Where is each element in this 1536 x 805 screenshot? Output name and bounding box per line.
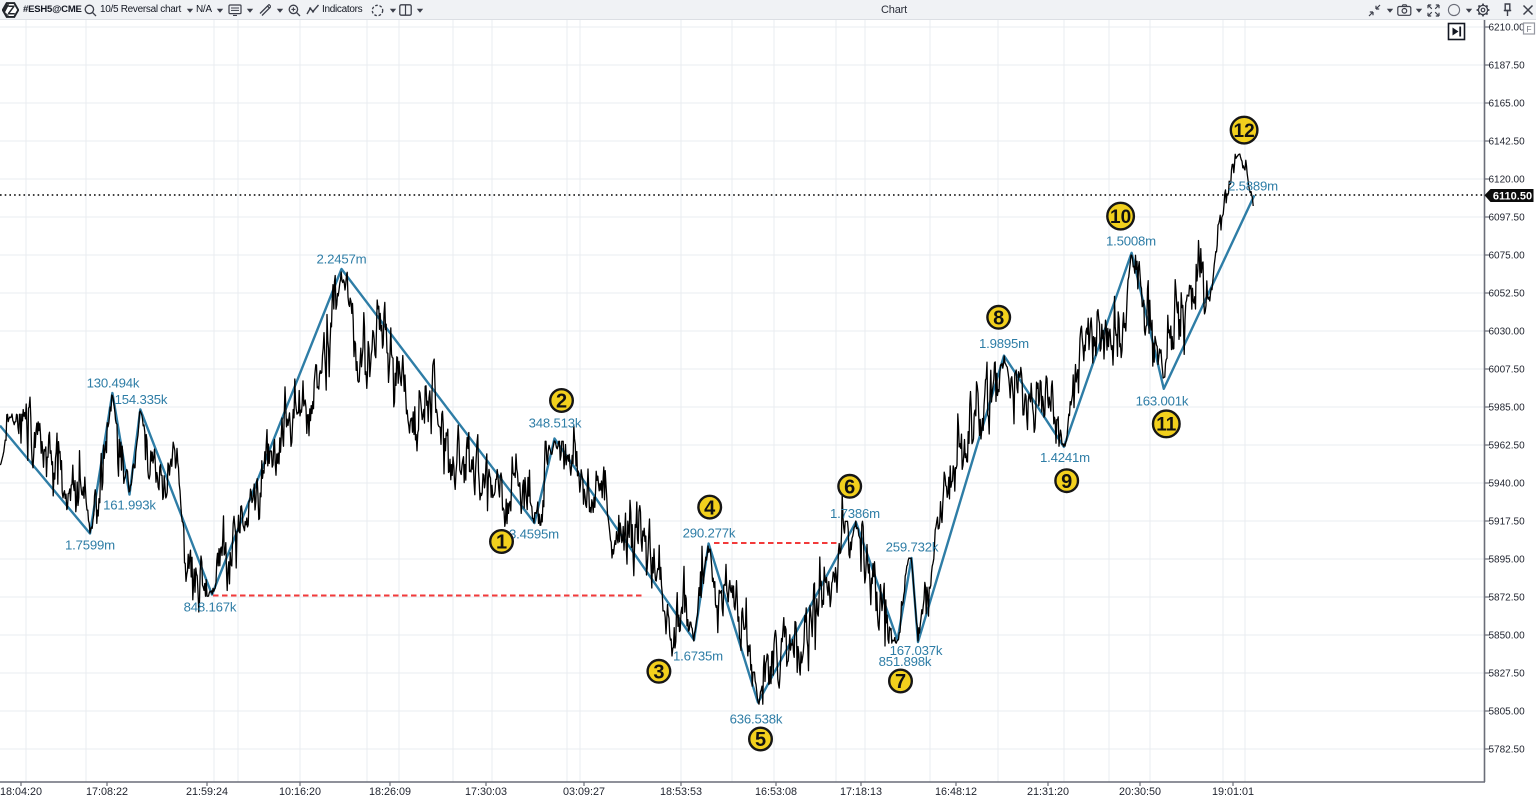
svg-text:18:26:09: 18:26:09 [369,786,411,798]
svg-text:6165.00: 6165.00 [1489,99,1526,110]
svg-text:3.4595m: 3.4595m [509,527,559,542]
svg-text:154.335k: 154.335k [115,392,168,407]
svg-text:17:30:03: 17:30:03 [465,786,507,798]
svg-text:12: 12 [1234,121,1255,142]
svg-text:8: 8 [993,308,1004,330]
svg-text:5985.00: 5985.00 [1489,403,1526,414]
svg-text:5850.00: 5850.00 [1489,631,1526,642]
svg-text:163.001k: 163.001k [1136,394,1189,409]
svg-text:18:04:20: 18:04:20 [0,786,42,798]
svg-text:17:08:22: 17:08:22 [86,786,128,798]
svg-text:5827.50: 5827.50 [1489,669,1526,680]
svg-text:130.494k: 130.494k [87,376,140,391]
svg-text:5: 5 [755,729,766,751]
svg-text:259.732k: 259.732k [886,540,939,555]
svg-text:636.538k: 636.538k [730,712,783,727]
svg-text:6030.00: 6030.00 [1489,327,1526,338]
svg-text:848.167k: 848.167k [184,600,237,615]
svg-text:6: 6 [844,477,855,499]
svg-text:6142.50: 6142.50 [1489,137,1526,148]
svg-text:6120.00: 6120.00 [1489,175,1526,186]
svg-text:6210.00: 6210.00 [1489,23,1526,34]
svg-text:167.037k: 167.037k [890,643,943,658]
svg-text:16:53:08: 16:53:08 [755,786,797,798]
svg-text:2: 2 [556,391,567,413]
svg-text:3: 3 [653,662,664,684]
svg-text:7: 7 [895,671,906,693]
svg-text:F: F [1526,24,1531,34]
svg-text:161.993k: 161.993k [103,498,156,513]
svg-text:17:18:13: 17:18:13 [840,786,882,798]
svg-text:4: 4 [704,497,716,519]
svg-text:6110.50: 6110.50 [1493,190,1532,202]
svg-text:21:59:24: 21:59:24 [186,786,228,798]
svg-text:20:30:50: 20:30:50 [1119,786,1161,798]
svg-text:6007.50: 6007.50 [1489,365,1526,376]
svg-text:1.7386m: 1.7386m [830,506,880,521]
svg-text:10: 10 [1110,207,1131,228]
svg-text:290.277k: 290.277k [683,526,736,541]
svg-text:5940.00: 5940.00 [1489,479,1526,490]
svg-text:6187.50: 6187.50 [1489,61,1526,72]
svg-text:1.6735m: 1.6735m [673,649,723,664]
svg-text:6097.50: 6097.50 [1489,213,1526,224]
svg-text:21:31:20: 21:31:20 [1027,786,1069,798]
svg-text:16:48:12: 16:48:12 [935,786,977,798]
svg-text:Z: Z [7,4,15,18]
svg-text:1.5008m: 1.5008m [1106,234,1156,249]
svg-text:10:16:20: 10:16:20 [279,786,321,798]
svg-text:5872.50: 5872.50 [1489,593,1526,604]
svg-text:1.9895m: 1.9895m [979,336,1029,351]
svg-text:6075.00: 6075.00 [1489,251,1526,262]
svg-text:19:01:01: 19:01:01 [1212,786,1254,798]
svg-text:5917.50: 5917.50 [1489,517,1526,528]
svg-text:18:53:53: 18:53:53 [660,786,702,798]
svg-text:2.2457m: 2.2457m [317,252,367,267]
svg-text:1.7599m: 1.7599m [65,538,115,553]
svg-text:2.5889m: 2.5889m [1228,179,1278,194]
svg-text:5962.50: 5962.50 [1489,441,1526,452]
svg-text:348.513k: 348.513k [529,416,582,431]
svg-text:5895.00: 5895.00 [1489,555,1526,566]
svg-text:5782.50: 5782.50 [1489,745,1526,756]
svg-text:851.898k: 851.898k [879,654,932,669]
svg-text:5805.00: 5805.00 [1489,707,1526,718]
svg-text:9: 9 [1061,471,1072,493]
svg-text:1.4241m: 1.4241m [1040,450,1090,465]
svg-text:11: 11 [1156,415,1177,436]
svg-text:6052.50: 6052.50 [1489,289,1526,300]
svg-text:1: 1 [496,532,507,554]
svg-text:03:09:27: 03:09:27 [563,786,605,798]
